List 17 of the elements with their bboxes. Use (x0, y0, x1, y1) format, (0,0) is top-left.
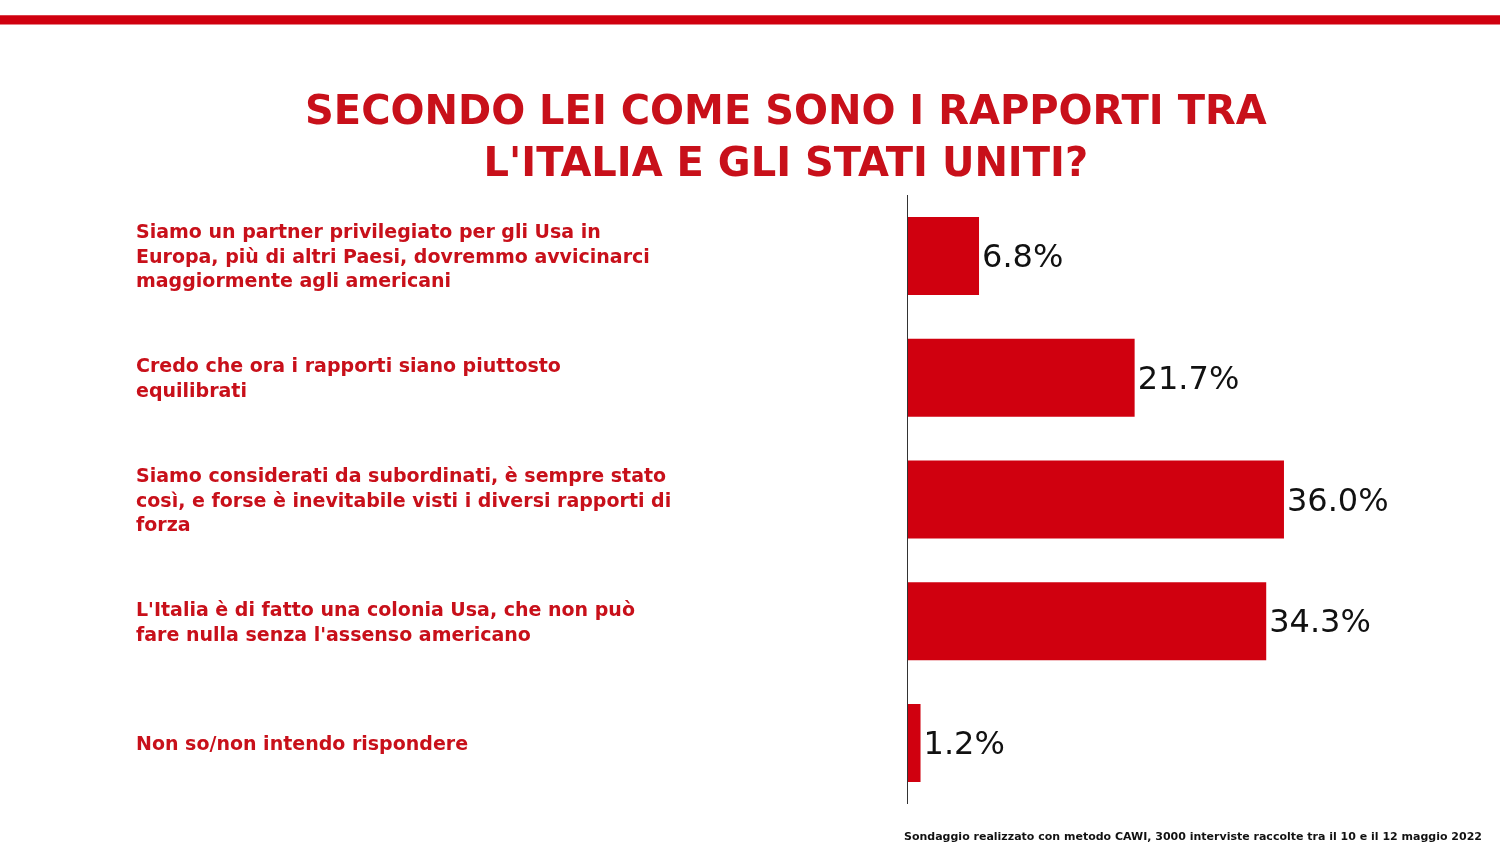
bar (908, 216, 980, 295)
bar (908, 338, 1135, 417)
data-label: 6.8% (982, 236, 1064, 275)
data-label: 21.7% (1137, 358, 1240, 397)
data-label: 34.3% (1269, 602, 1371, 641)
y-tick-label: L'Italia è di fatto una colonia Usa, che non può fare nulla senza l'assenso americano (136, 598, 635, 645)
bar (908, 704, 921, 783)
y-tick-label: Siamo un partner privilegiato per gli Usa in Europa, più di altri Paesi, dovremmo avvicinarci maggiormente agli americani (136, 220, 650, 292)
data-label: 36.0% (1286, 480, 1389, 519)
y-tick-label: Non so/non intendo rispondere (136, 732, 469, 754)
y-tick-label: Credo che ora i rapporti siano piuttosto equilibrati (136, 354, 561, 401)
bar (908, 582, 1267, 661)
chart-title: SECONDO LEI COME SONO I RAPPORTI TRA L'ITALIA E GLI STATI UNITI? (305, 87, 1267, 185)
bar (908, 460, 1284, 539)
text: Sondaggio realizzato con metodo CAWI, 3000 interviste raccolte tra il 10 e il 12 maggio 2022 (904, 830, 1482, 843)
data-label: 1.2% (923, 724, 1005, 763)
y-tick-label: Siamo considerati da subordinati, è sempre stato così, e forse è inevitabile visti i diversi rapporti di forza (136, 464, 672, 536)
